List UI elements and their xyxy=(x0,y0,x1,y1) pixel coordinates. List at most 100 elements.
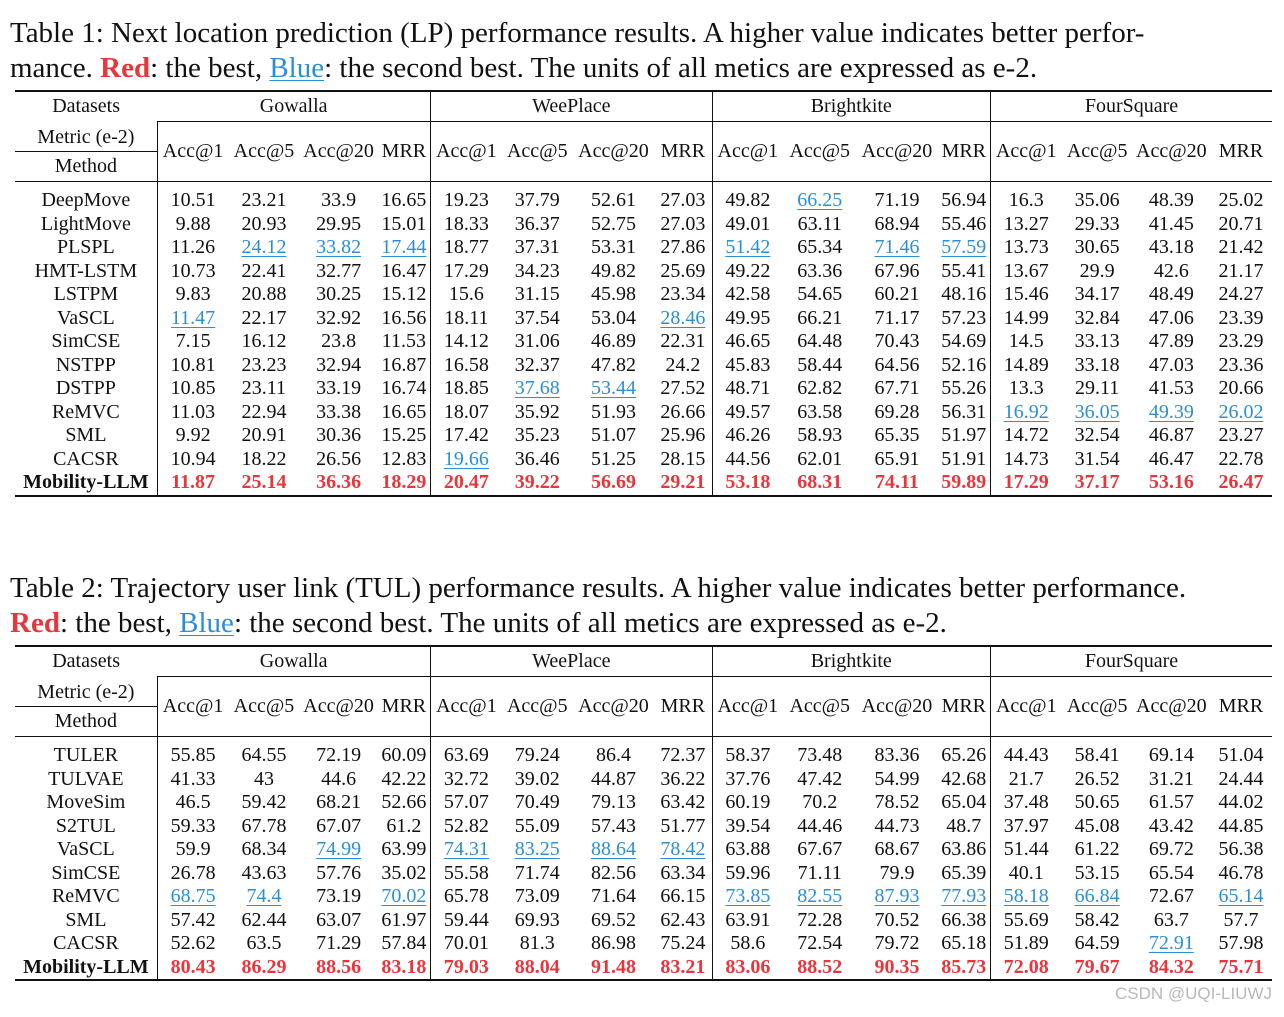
value-cell: 43.63 xyxy=(228,862,299,886)
value-cell: 23.21 xyxy=(228,189,299,213)
value-cell: 57.42 xyxy=(156,908,229,932)
cell-value: 69.72 xyxy=(1148,838,1194,860)
value-cell: 63.91 xyxy=(711,908,784,932)
method-name: ReMVC xyxy=(51,400,120,423)
value-cell: 70.02 xyxy=(378,885,431,909)
cell-value: 23.39 xyxy=(1218,306,1264,329)
value-cell: 16.47 xyxy=(378,260,431,284)
cell-value: 65.39 xyxy=(941,861,987,884)
value-cell: 57.76 xyxy=(300,862,378,886)
value-cell: 53.44 xyxy=(573,377,654,401)
value-cell: 11.87 xyxy=(156,471,229,497)
value-cell: 33.13 xyxy=(1062,330,1133,354)
cell-value: 83.36 xyxy=(874,744,920,766)
value-cell: 37.17 xyxy=(1061,471,1133,497)
value-cell: 7.15 xyxy=(156,330,229,354)
value-cell: 39.54 xyxy=(711,814,784,838)
method-name: VaSCL xyxy=(56,306,115,329)
value-cell: 20.93 xyxy=(228,213,299,237)
metric-name: Acc@1 xyxy=(156,676,229,737)
value-cell: 46.5 xyxy=(156,791,229,815)
caption-text: : the best, xyxy=(59,607,180,639)
cell-value: 69.93 xyxy=(514,908,560,931)
cell-value: 14.73 xyxy=(1003,447,1049,470)
value-cell: 16.92 xyxy=(989,400,1062,424)
cell-value: 48.16 xyxy=(941,283,987,305)
value-cell: 29.9 xyxy=(1062,260,1133,284)
cell-value: 63.07 xyxy=(316,908,362,931)
cell-value: 58.41 xyxy=(1074,744,1120,766)
value-cell: 44.6 xyxy=(300,768,378,792)
value-cell: 55.26 xyxy=(938,377,991,401)
cell-value: 48.49 xyxy=(1148,283,1194,305)
cell-value: 88.56 xyxy=(316,955,362,978)
value-cell: 52.75 xyxy=(573,213,654,237)
value-cell: 35.02 xyxy=(378,862,431,886)
value-cell: 46.87 xyxy=(1133,424,1210,448)
method-label: Method xyxy=(54,155,117,178)
table-row: S2TUL 59.33 67.78 67.07 61.2 52.82 55.09 57.43 5… xyxy=(15,814,1272,838)
spacer-cell xyxy=(654,182,712,190)
value-cell: 26.47 xyxy=(1209,471,1272,497)
dataset-name: FourSquare xyxy=(989,645,1272,677)
value-cell: 14.72 xyxy=(989,424,1062,448)
cell-value: 27.03 xyxy=(660,189,706,211)
spacer-cell xyxy=(938,182,991,190)
cell-value: 37.31 xyxy=(514,236,560,258)
value-cell: 64.55 xyxy=(228,744,299,768)
cell-value: 23.8 xyxy=(321,330,357,352)
value-cell: 37.54 xyxy=(502,307,573,331)
spacer-cell xyxy=(156,181,229,189)
cell-value: 51.42 xyxy=(725,236,771,258)
cell-value: 44.43 xyxy=(1003,744,1049,766)
table-row: LSTPM 9.83 20.88 30.25 15.12 15.6 31.15 45.98 23… xyxy=(15,283,1272,307)
value-cell: 72.37 xyxy=(654,744,712,768)
method-name: Mobility-LLM xyxy=(15,471,158,497)
value-cell: 74.31 xyxy=(430,838,502,862)
cell-value: 22.41 xyxy=(241,259,287,282)
value-cell: 51.89 xyxy=(989,932,1062,956)
cell-value: 63.42 xyxy=(660,791,706,813)
metric-name: Acc@5 xyxy=(783,676,857,737)
spacer-cell xyxy=(1133,737,1210,745)
cell-value: 64.48 xyxy=(797,330,843,352)
value-cell: 22.94 xyxy=(228,401,299,425)
value-cell: 73.19 xyxy=(300,885,378,909)
cell-value: 68.34 xyxy=(241,838,287,860)
metric-name: MRR xyxy=(937,676,991,737)
cell-value: 83.18 xyxy=(381,955,427,978)
cell-value: 52.61 xyxy=(590,189,636,211)
value-cell: 58.6 xyxy=(711,932,784,956)
value-cell: 15.01 xyxy=(378,213,431,237)
value-cell: 43.18 xyxy=(1133,236,1210,260)
cell-value: 11.87 xyxy=(171,471,216,493)
cell-value: 10.73 xyxy=(170,259,216,282)
value-cell: 18.85 xyxy=(430,377,502,401)
value-cell: 63.7 xyxy=(1133,909,1210,933)
value-cell: 79.03 xyxy=(430,955,502,981)
value-cell: 61.97 xyxy=(378,909,431,933)
value-cell: 32.84 xyxy=(1062,307,1133,331)
cell-value: 41.45 xyxy=(1148,212,1194,235)
cell-value: 63.99 xyxy=(381,838,427,860)
cell-value: 35.02 xyxy=(381,861,427,884)
table1-caption: Table 1: Next location prediction (LP) p… xyxy=(10,16,1280,86)
value-cell: 29.11 xyxy=(1062,377,1133,401)
cell-value: 25.69 xyxy=(660,259,706,282)
metric-name: Acc@5 xyxy=(1061,121,1133,182)
value-cell: 45.98 xyxy=(573,283,654,307)
value-cell: 23.34 xyxy=(654,283,712,307)
value-cell: 58.18 xyxy=(989,885,1062,909)
table1-caption-line1: Table 1: Next location prediction (LP) p… xyxy=(10,17,1145,49)
value-cell: 9.92 xyxy=(156,424,229,448)
cell-value: 31.21 xyxy=(1148,767,1194,790)
cell-value: 7.15 xyxy=(175,330,211,352)
cell-value: 85.73 xyxy=(941,955,987,978)
cell-value: 57.43 xyxy=(590,814,636,837)
cell-value: 20.88 xyxy=(241,283,287,305)
value-cell: 58.42 xyxy=(1062,909,1133,933)
value-cell: 86.4 xyxy=(573,744,654,768)
value-cell: 50.65 xyxy=(1062,791,1133,815)
value-cell: 65.14 xyxy=(1210,885,1272,909)
cell-value: 20.93 xyxy=(241,212,287,235)
